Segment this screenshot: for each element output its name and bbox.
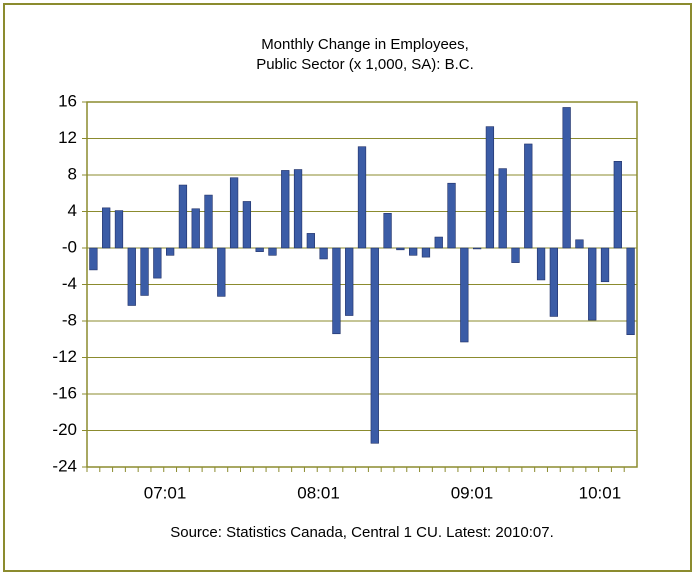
bar — [166, 247, 175, 256]
bar — [562, 107, 571, 249]
bar — [89, 247, 98, 271]
y-tick-label: -12 — [52, 347, 77, 366]
bar — [178, 184, 188, 249]
bar — [460, 247, 469, 343]
bar — [498, 168, 507, 249]
bar — [575, 239, 584, 249]
bar — [114, 210, 124, 249]
bar — [357, 146, 367, 249]
bar — [472, 247, 482, 250]
chart-title: Monthly Change in Employees, — [261, 36, 469, 53]
chart-title: Public Sector (x 1,000, SA): B.C. — [256, 56, 474, 73]
y-tick-label: 16 — [58, 91, 77, 110]
bar — [536, 247, 546, 281]
bar — [511, 247, 520, 263]
y-tick-label: -4 — [62, 274, 77, 293]
x-tick-label: 09:01 — [451, 483, 494, 502]
bar — [549, 247, 558, 317]
bar — [217, 247, 226, 297]
bar — [447, 182, 456, 249]
bar — [396, 247, 405, 251]
bar — [102, 207, 111, 249]
bar — [153, 247, 162, 279]
bar — [204, 194, 213, 249]
bar — [600, 247, 610, 283]
bar — [242, 201, 252, 249]
bar — [434, 236, 443, 249]
y-tick-label: -8 — [62, 310, 77, 329]
y-tick-label: 12 — [58, 128, 77, 147]
bar — [332, 247, 341, 335]
bar — [524, 143, 533, 249]
bar — [409, 247, 418, 256]
bar — [127, 247, 136, 306]
bar — [421, 247, 431, 258]
y-tick-label: -16 — [52, 383, 77, 402]
y-tick-label: -24 — [52, 456, 77, 475]
bar — [306, 233, 315, 249]
y-tick-label: 4 — [68, 201, 77, 220]
bar — [255, 247, 264, 252]
bar — [140, 247, 149, 296]
bar — [345, 247, 354, 316]
x-tick-label: 10:01 — [579, 483, 622, 502]
bar — [613, 161, 622, 249]
bar — [626, 247, 635, 335]
source-note: Source: Statistics Canada, Central 1 CU.… — [170, 524, 554, 541]
bar — [383, 213, 392, 249]
x-tick-label: 08:01 — [297, 483, 340, 502]
bar — [485, 126, 495, 249]
y-tick-label: 8 — [68, 164, 77, 183]
bar — [370, 247, 379, 444]
x-tick-label: 07:01 — [144, 483, 187, 502]
bar — [281, 170, 290, 249]
y-tick-label: -0 — [62, 237, 77, 256]
bar — [191, 208, 200, 249]
y-tick-label: -20 — [52, 420, 77, 439]
bar — [319, 247, 328, 260]
bar — [588, 247, 597, 321]
bar — [293, 169, 303, 249]
bar — [268, 247, 277, 256]
bar — [229, 177, 239, 249]
